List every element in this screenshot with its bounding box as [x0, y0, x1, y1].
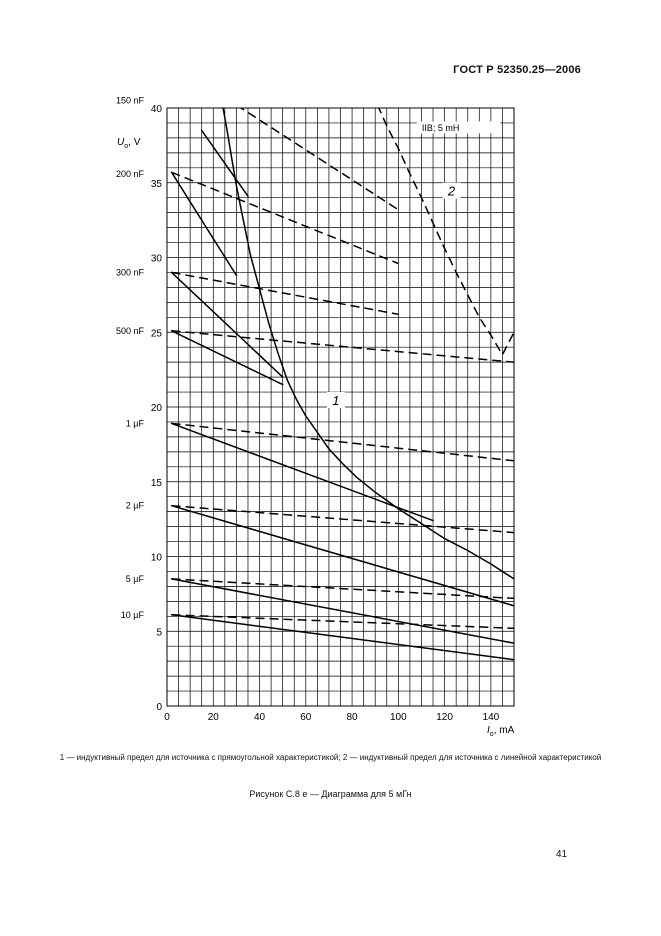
x-tick-label: 0 — [164, 712, 170, 723]
y-tick-label: 20 — [151, 403, 163, 414]
legend-box-label: IIB; 5 mH — [422, 123, 460, 133]
series-line-solid-6 — [170, 422, 434, 522]
plot-frame — [166, 107, 515, 707]
x-tick-label: 20 — [208, 712, 220, 723]
series-line-dashed-17 — [171, 614, 514, 630]
series-line-solid-7 — [170, 504, 514, 607]
y-axis-label: Uo, V — [117, 137, 141, 150]
page-number: 41 — [556, 849, 568, 860]
series-line-dashed-12 — [171, 271, 399, 316]
series-line-dashed-13 — [171, 330, 514, 363]
capacitance-label: 5 µF — [126, 574, 145, 584]
y-tick-label: 35 — [151, 179, 163, 190]
x-tick-label: 40 — [254, 712, 266, 723]
series-line-dashed-14 — [171, 422, 514, 462]
x-tick-label: 100 — [390, 712, 407, 723]
y-tick-label: 0 — [156, 702, 162, 713]
curve-label: 1 — [332, 393, 339, 408]
series-line-dashed-16 — [171, 578, 514, 600]
series-line-solid-4 — [170, 271, 284, 378]
capacitance-label: 200 nF — [116, 169, 145, 179]
y-tick-label: 5 — [156, 627, 162, 638]
curve-label: 2 — [447, 184, 456, 199]
x-tick-label: 60 — [300, 712, 312, 723]
x-axis-label: Io, mA — [487, 725, 515, 738]
curve-label-background — [326, 392, 345, 409]
series-line-dashed-10 — [239, 108, 399, 211]
series-line-dashed-15 — [171, 504, 514, 534]
figure-title: Рисунок С.8 е — Диаграмма для 5 мГн — [249, 789, 412, 799]
y-tick-label: 30 — [151, 254, 163, 265]
capacitance-label: 1 µF — [126, 418, 145, 428]
curve-label-background — [442, 182, 461, 199]
y-tick-label: 40 — [151, 104, 163, 115]
capacitance-label: 500 nF — [116, 326, 145, 336]
figure-caption: 1 — индуктивный предел для источника с п… — [59, 753, 602, 762]
x-tick-label: 120 — [436, 712, 453, 723]
x-tick-label: 140 — [483, 712, 500, 723]
x-tick-label: 80 — [347, 712, 359, 723]
series-line-solid-0 — [222, 108, 514, 580]
series-line-dashed-11 — [171, 171, 399, 265]
series-line-solid-5 — [170, 330, 284, 386]
series-line-solid-9 — [170, 614, 514, 661]
capacitance-label: 300 nF — [116, 267, 145, 277]
series-line-dashed-1 — [378, 108, 514, 357]
series-line-solid-8 — [170, 578, 514, 644]
series-line-solid-3 — [170, 171, 238, 277]
series-line-solid-2 — [200, 129, 249, 197]
y-tick-label: 25 — [151, 328, 163, 339]
capacitance-label: 10 µF — [121, 610, 145, 620]
legend-box-background — [416, 121, 501, 134]
y-tick-label: 15 — [151, 478, 163, 489]
y-tick-label: 10 — [151, 553, 163, 564]
capacitance-label: 2 µF — [126, 501, 145, 511]
capacitance-label: 150 nF — [116, 96, 145, 106]
document-header: ГОСТ Р 52350.25—2006 — [453, 64, 581, 76]
